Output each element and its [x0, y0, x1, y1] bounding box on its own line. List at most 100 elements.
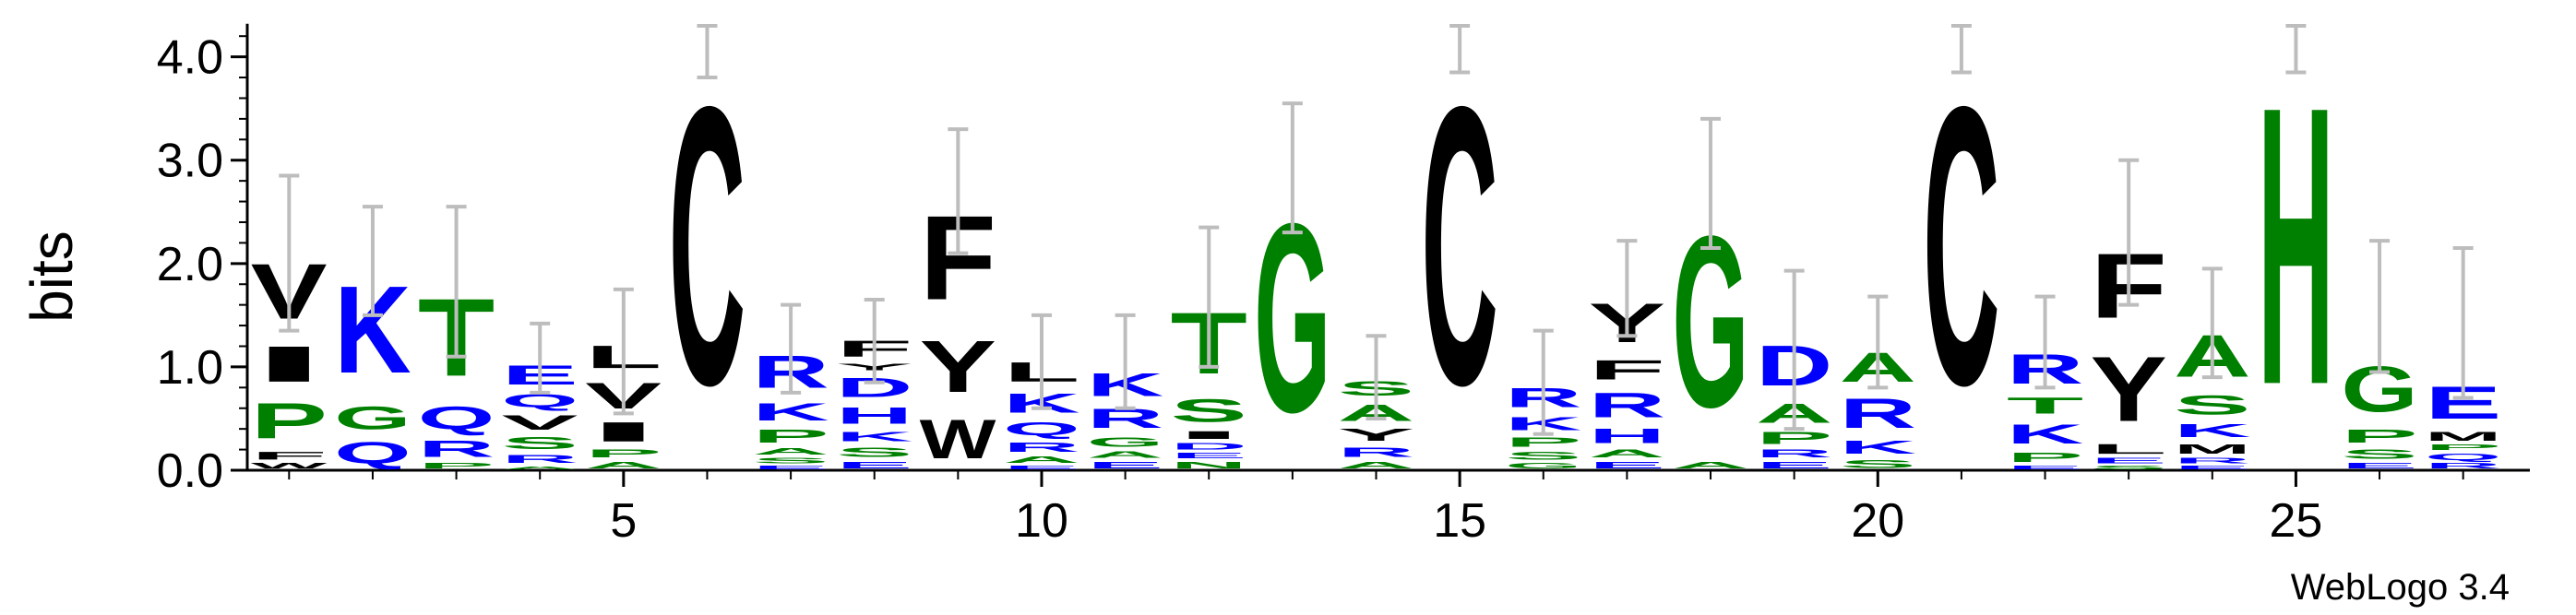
x-tick-label: 5	[610, 494, 637, 548]
y-tick-label: 4.0	[157, 31, 223, 85]
letter-glyph: A	[752, 446, 829, 456]
error-bar	[446, 205, 467, 359]
error-bar	[2369, 239, 2391, 374]
letter-glyph: H	[1589, 425, 1665, 448]
letter-glyph: S	[752, 456, 829, 465]
letter-glyph: P	[1756, 429, 1832, 447]
error-bar	[2201, 266, 2223, 380]
x-tick-label: 10	[1015, 494, 1068, 548]
letter-glyph: A	[1672, 460, 1748, 470]
letter-glyph: C	[1923, 24, 1999, 467]
letter-glyph: R	[1003, 439, 1079, 455]
logo-column: H	[2258, 24, 2334, 467]
error-bar	[2118, 158, 2140, 307]
letter-glyph: P	[2341, 426, 2417, 446]
letter-glyph: C	[669, 24, 745, 467]
logo-column: C	[669, 24, 745, 467]
error-bar	[864, 298, 885, 384]
error-bar	[1950, 24, 1972, 75]
x-axis: 5 10 15 20 25	[247, 468, 2530, 548]
letter-glyph: E	[1087, 460, 1163, 470]
weblogo-credit: WebLogo 3.4	[2291, 567, 2510, 608]
letter-glyph: P	[1505, 434, 1581, 450]
letter-glyph: L	[2090, 442, 2166, 457]
letter-glyph: A	[1087, 450, 1163, 460]
letter-glyph: P	[251, 393, 328, 449]
error-bar	[362, 205, 383, 317]
letter-glyph: S	[1840, 458, 1916, 470]
x-tick-label: 20	[1851, 494, 1904, 548]
letter-glyph: S	[2341, 446, 2417, 462]
letter-glyph: S	[2090, 465, 2166, 470]
error-bar	[1867, 294, 1889, 390]
letter-glyph: E	[2174, 465, 2250, 470]
letter-glyph: A	[1589, 447, 1665, 459]
letter-glyph: A	[585, 460, 662, 470]
y-tick-label: 0.0	[157, 444, 223, 498]
letter-glyph: P	[418, 462, 495, 470]
letter-glyph: E	[836, 460, 912, 470]
letter-glyph: W	[251, 462, 328, 470]
letter-glyph: Q	[502, 391, 578, 411]
letter-glyph: E	[1003, 465, 1079, 470]
letter-glyph: K	[752, 397, 829, 425]
letter-glyph: N	[1171, 460, 1247, 470]
letter-glyph: P	[585, 447, 662, 459]
error-bar	[1616, 239, 1638, 338]
letter-glyph: K	[836, 429, 912, 444]
error-bar	[781, 302, 802, 395]
letter-glyph: M	[2425, 429, 2501, 444]
letter-glyph: S	[1505, 450, 1581, 462]
letter-glyph: S	[502, 434, 578, 453]
letter-glyph: H	[2258, 24, 2334, 467]
letter-glyph: E	[2341, 462, 2417, 470]
letter-glyph: E	[1171, 452, 1247, 460]
letter-glyph: T	[2007, 393, 2083, 419]
logo-column: C	[1923, 24, 1999, 467]
letter-glyph: R	[2174, 456, 2250, 465]
letter-glyph: K	[1840, 437, 1917, 457]
letter-glyph: W	[920, 408, 996, 469]
logo-stacks: WFPIVQGKPRQTARSVQEAPIVLCESAPKRESKHDYFWYF…	[251, 24, 2502, 470]
y-axis: 0.0 1.0 2.0 3.0 4.0	[157, 23, 249, 498]
error-bar	[1282, 101, 1303, 235]
letter-glyph: Q	[2425, 452, 2501, 462]
letter-glyph: V	[502, 411, 578, 434]
letter-glyph: Y	[1338, 426, 1414, 444]
x-tick-label: 25	[2270, 494, 2323, 548]
error-bar	[1532, 328, 1554, 436]
error-bar	[613, 287, 634, 416]
logo-column: AG	[1672, 184, 1748, 470]
letter-glyph: R	[1338, 444, 1414, 460]
error-bar	[1115, 313, 1136, 410]
letter-glyph: E	[752, 465, 829, 470]
letter-glyph: Y	[920, 325, 996, 408]
error-bars	[279, 24, 2474, 436]
error-bar	[2285, 24, 2307, 75]
letter-glyph: Q	[334, 436, 411, 470]
letter-glyph: H	[836, 403, 912, 429]
letter-glyph: E	[2007, 465, 2083, 470]
letter-glyph: E	[1589, 460, 1665, 470]
letter-glyph: P	[2425, 444, 2501, 452]
x-tick-label: 15	[1433, 494, 1486, 548]
letter-glyph: Q	[418, 400, 495, 436]
letter-glyph: S	[2174, 390, 2250, 420]
letter-glyph: D	[1171, 442, 1247, 452]
letter-glyph: F	[1589, 354, 1665, 384]
letter-glyph: M	[2174, 442, 2250, 457]
letter-glyph: Q	[1003, 419, 1079, 439]
letter-glyph: E	[2090, 456, 2166, 465]
letter-glyph: A	[502, 465, 578, 470]
letter-glyph: S	[1171, 393, 1247, 429]
error-bar	[530, 321, 551, 395]
y-tick-label: 3.0	[157, 135, 223, 188]
letter-glyph: K	[2174, 420, 2251, 441]
error-bar	[948, 127, 969, 255]
letter-glyph: R	[1756, 447, 1832, 459]
y-axis-title: bits	[18, 231, 85, 323]
